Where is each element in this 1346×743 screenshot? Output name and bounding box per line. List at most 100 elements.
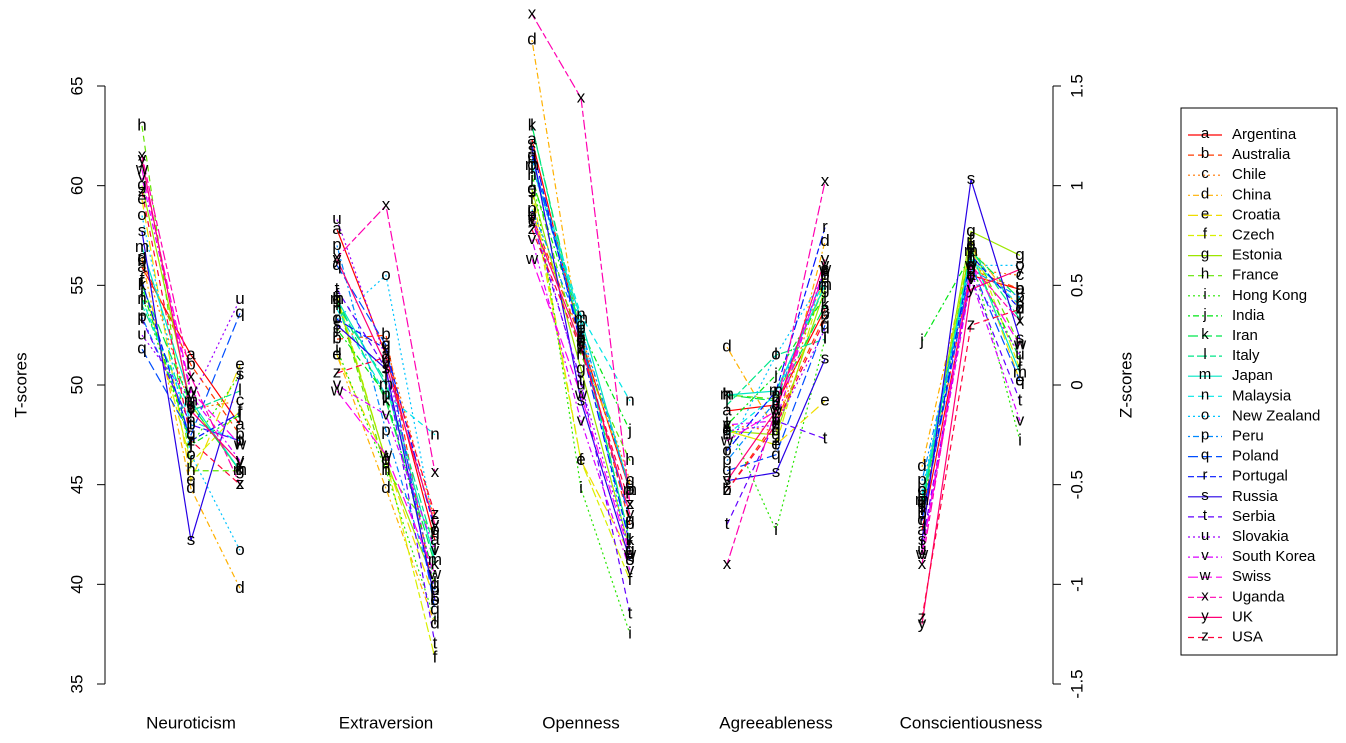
point-marker: f <box>579 450 584 469</box>
series-line <box>336 356 436 515</box>
point-marker: b <box>137 251 146 270</box>
point-marker: l <box>920 500 924 519</box>
series-line <box>531 229 631 505</box>
point-marker: u <box>235 289 244 308</box>
series-line <box>336 245 436 591</box>
point-marker: d <box>820 231 829 250</box>
legend-marker: b <box>1201 145 1209 162</box>
point-marker: p <box>771 390 780 409</box>
y-tick-label: 50 <box>67 376 86 395</box>
point-marker: a <box>771 394 781 413</box>
point-marker: e <box>771 434 780 453</box>
point-marker: i <box>1018 430 1022 449</box>
series-line <box>336 308 436 436</box>
point-marker: s <box>626 550 635 569</box>
point-marker: g <box>1015 245 1024 264</box>
point-marker: m <box>428 550 442 569</box>
legend-label: Italy <box>1232 347 1260 364</box>
point-marker: r <box>578 335 584 354</box>
legend-marker: f <box>1203 225 1208 242</box>
point-marker: w <box>720 430 734 449</box>
point-marker: g <box>576 359 585 378</box>
point-marker: q <box>186 424 195 443</box>
point-marker: b <box>966 259 975 278</box>
point-marker: x <box>967 255 976 274</box>
point-marker: w <box>135 159 149 178</box>
point-marker: x <box>1016 311 1025 330</box>
point-marker: v <box>236 450 245 469</box>
point-marker: b <box>332 329 341 348</box>
legend-label: Czech <box>1232 226 1275 243</box>
point-marker: k <box>528 115 537 134</box>
point-marker: d <box>137 249 146 268</box>
point-marker: w <box>233 434 247 453</box>
point-marker: s <box>967 169 976 188</box>
point-marker: f <box>823 265 828 284</box>
point-marker: g <box>722 420 731 439</box>
legend-marker: c <box>1201 165 1209 182</box>
point-marker: w <box>330 380 344 399</box>
point-marker: u <box>186 390 195 409</box>
point-marker: w <box>818 259 832 278</box>
point-marker: e <box>137 189 146 208</box>
point-marker: a <box>576 329 586 348</box>
point-marker: v <box>967 269 976 288</box>
point-marker: a <box>381 345 391 364</box>
point-marker: s <box>431 590 440 609</box>
legend-marker: s <box>1201 487 1209 504</box>
point-marker: x <box>918 554 927 573</box>
series-line <box>531 149 631 561</box>
point-marker: u <box>917 540 926 559</box>
legend-marker: o <box>1201 406 1209 423</box>
point-marker: n <box>722 424 731 443</box>
series-line <box>141 231 241 541</box>
point-marker: e <box>625 544 634 563</box>
point-marker: b <box>917 504 926 523</box>
point-marker: s <box>236 365 245 384</box>
point-marker: d <box>430 614 439 633</box>
point-marker: t <box>433 634 438 653</box>
point-marker: h <box>137 115 146 134</box>
point-marker: m <box>964 241 978 260</box>
series-line <box>336 304 436 551</box>
point-marker: t <box>189 414 194 433</box>
series-line <box>336 298 436 561</box>
point-marker: g <box>332 289 341 308</box>
legend-label: Estonia <box>1232 247 1283 264</box>
legend-marker: w <box>1199 567 1211 584</box>
point-marker: q <box>1015 370 1024 389</box>
point-marker: b <box>771 410 780 429</box>
point-marker: j <box>968 245 973 264</box>
legend-marker: g <box>1201 246 1209 263</box>
legend-label: Slovakia <box>1232 528 1289 545</box>
series-line <box>141 191 241 486</box>
y-tick-label: 55 <box>67 276 86 295</box>
point-marker: h <box>381 460 390 479</box>
point-marker: j <box>529 169 534 188</box>
legend-label: Portugal <box>1232 468 1288 485</box>
point-marker: l <box>189 400 193 419</box>
series-line <box>531 209 631 491</box>
point-marker: w <box>915 544 929 563</box>
point-marker: s <box>382 359 391 378</box>
point-marker: z <box>138 181 147 200</box>
series-line <box>336 289 436 645</box>
y2-tick-label: 0.5 <box>1067 274 1086 298</box>
series-line <box>726 324 826 472</box>
series-line <box>921 264 1021 565</box>
point-marker: n <box>332 299 341 318</box>
point-marker: u <box>1015 345 1024 364</box>
point-marker: o <box>722 440 731 459</box>
point-marker: v <box>187 384 196 403</box>
point-marker: x <box>138 145 147 164</box>
point-marker: o <box>966 255 975 274</box>
point-marker: c <box>772 420 781 439</box>
point-marker: t <box>579 370 584 389</box>
point-marker: p <box>1015 287 1024 306</box>
y2-tick-label: -0.5 <box>1067 470 1086 499</box>
point-marker: t <box>384 359 389 378</box>
series-line <box>336 384 436 551</box>
point-marker: d <box>186 478 195 497</box>
point-marker: m <box>623 480 637 499</box>
point-marker: u <box>527 201 536 220</box>
